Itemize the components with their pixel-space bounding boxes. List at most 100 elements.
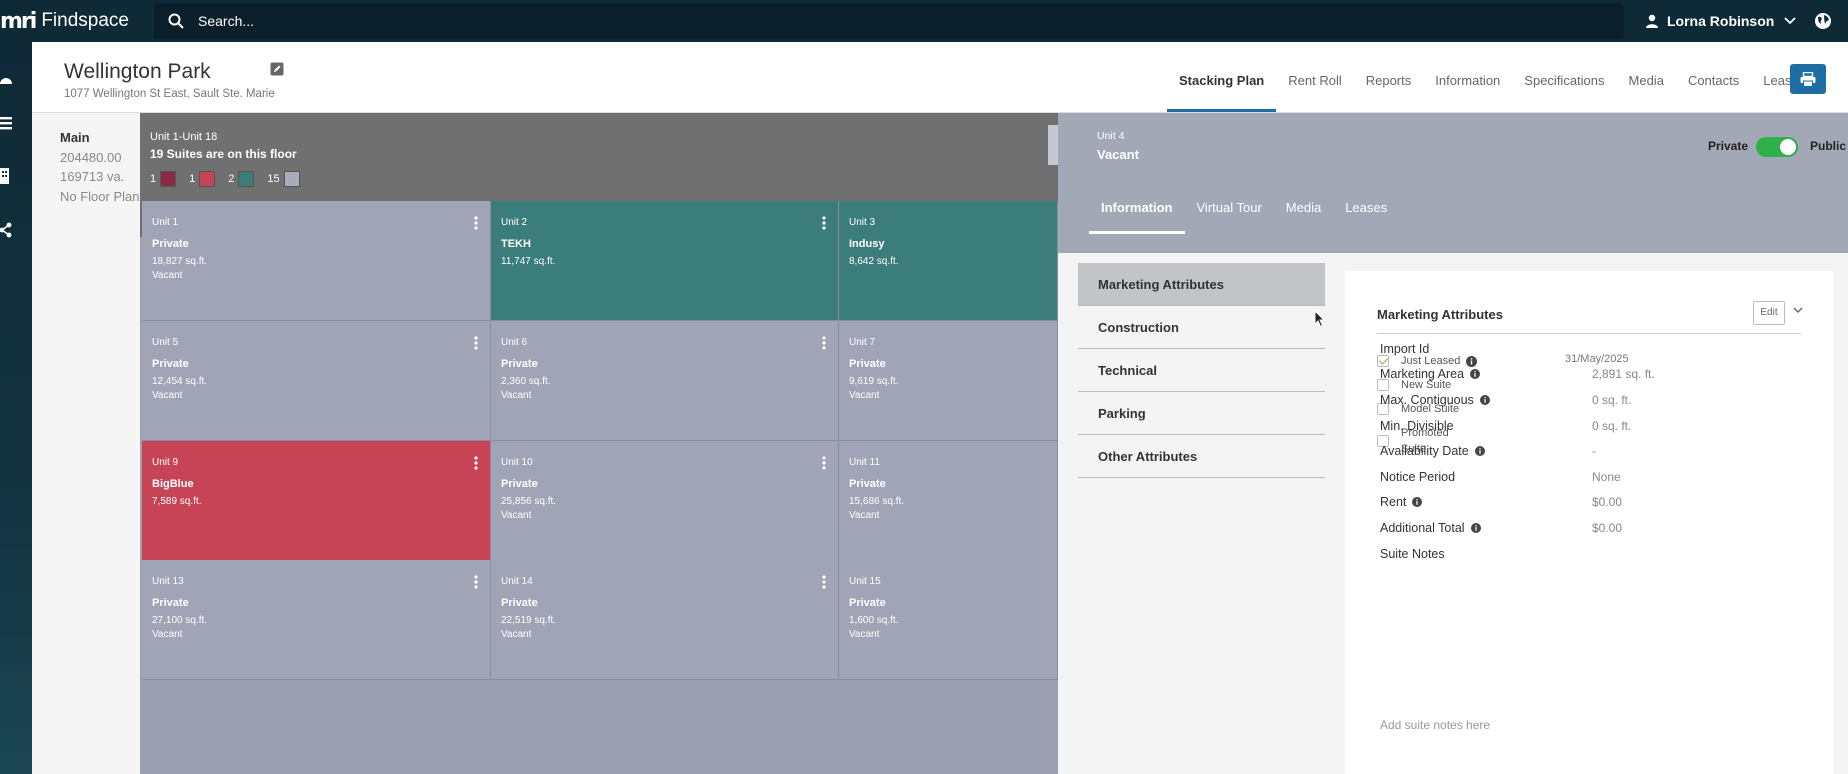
tab-stacking-plan[interactable]: Stacking Plan: [1167, 42, 1277, 112]
search-icon: [168, 13, 184, 29]
unit-number: Unit 9: [152, 457, 179, 468]
share-icon[interactable]: [0, 222, 12, 238]
field-label-row: Min. Divisible: [1380, 419, 1454, 433]
suite-notes-input[interactable]: Add suite notes here: [1380, 718, 1491, 732]
just-leased-label: Just Leased: [1401, 355, 1461, 367]
nav-tabs: Stacking Plan Rent Roll Reports Informat…: [1167, 42, 1817, 112]
unit-tenant: Private: [849, 358, 886, 370]
print-button[interactable]: [1790, 64, 1826, 94]
floor-plan-status: No Floor Plan: [60, 189, 140, 204]
building-icon[interactable]: [0, 168, 10, 184]
floor-info[interactable]: Main 204480.00 169713 va. No Floor Plan: [32, 113, 140, 774]
section-parking[interactable]: Parking: [1078, 392, 1325, 435]
kebab-menu-icon[interactable]: [474, 336, 478, 350]
info-icon[interactable]: [1479, 395, 1490, 405]
model-suite-label: Model Suite: [1401, 403, 1460, 415]
unit-tenant: Private: [152, 238, 189, 250]
unit-status: Vacant: [501, 510, 532, 521]
unit-tile[interactable]: Unit 14 Private 22,519 sq.ft. Vacant: [491, 560, 839, 680]
edit-button[interactable]: Edit: [1753, 301, 1785, 325]
kebab-menu-icon[interactable]: [822, 456, 826, 470]
detail-tab-virtual-tour[interactable]: Virtual Tour: [1196, 200, 1262, 215]
info-icon[interactable]: [1466, 356, 1478, 367]
unit-tile[interactable]: Unit 9 BigBlue 7,589 sq.ft.: [142, 441, 491, 561]
kebab-menu-icon[interactable]: [474, 216, 478, 230]
unit-size: 9,619 sq.ft.: [849, 376, 899, 387]
model-suite-checkbox[interactable]: [1377, 403, 1389, 415]
tab-contacts[interactable]: Contacts: [1687, 73, 1740, 88]
brand[interactable]: mri Findspace: [0, 8, 129, 34]
new-suite-row: New Suite: [1377, 377, 1451, 393]
tab-specifications[interactable]: Specifications: [1524, 73, 1605, 88]
legend-swatch: [238, 171, 255, 187]
field-value: -: [1592, 444, 1596, 458]
search-bar[interactable]: [154, 3, 1624, 39]
field-label-row: Suite Notes: [1380, 547, 1445, 561]
unit-size: 8,642 sq.ft.: [849, 256, 899, 267]
unit-tile[interactable]: Unit 10 Private 25,856 sq.ft. Vacant: [491, 441, 839, 561]
unit-number: Unit 11: [849, 457, 880, 468]
search-input[interactable]: [198, 13, 1578, 29]
unit-tile[interactable]: Unit 1 Private 18,827 sq.ft. Vacant: [142, 201, 491, 321]
unit-status: Vacant: [849, 510, 880, 521]
unit-tile[interactable]: Unit 7 Private 9,619 sq.ft. Vacant: [839, 321, 1058, 441]
field-value: None: [1592, 470, 1621, 484]
unit-tile[interactable]: Unit 5 Private 12,454 sq.ft. Vacant: [142, 321, 491, 441]
edit-icon[interactable]: [270, 62, 284, 76]
field-label: Rent: [1380, 495, 1407, 509]
unit-size: 12,454 sq.ft.: [152, 376, 208, 387]
section-construction[interactable]: Construction: [1078, 306, 1325, 349]
visibility-toggle[interactable]: [1756, 137, 1798, 157]
detail-tab-leases[interactable]: Leases: [1345, 200, 1388, 215]
unit-tile[interactable]: Unit 6 Private 2,360 sq.ft. Vacant: [491, 321, 839, 441]
tab-rent-roll[interactable]: Rent Roll: [1288, 73, 1342, 88]
user-name: Lorna Robinson: [1667, 13, 1775, 29]
field-value: 0 sq. ft.: [1592, 419, 1632, 433]
info-icon[interactable]: [1412, 497, 1423, 507]
unit-status: Vacant: [501, 629, 532, 640]
chevron-down-icon[interactable]: [1793, 307, 1803, 314]
field-label: Min. Divisible: [1380, 419, 1454, 433]
info-icon[interactable]: [1470, 523, 1481, 533]
unit-number: Unit 5: [152, 337, 179, 348]
detail-tab-media[interactable]: Media: [1285, 200, 1322, 215]
just-leased-checkbox[interactable]: [1377, 355, 1389, 367]
field-label-row: Marketing Area: [1380, 367, 1481, 381]
field-label: Max. Contiguous: [1380, 393, 1474, 407]
unit-tile[interactable]: Unit 2 TEKH 11,747 sq.ft.: [491, 201, 839, 321]
tab-information[interactable]: Information: [1435, 73, 1501, 88]
info-icon[interactable]: [1470, 369, 1481, 379]
tab-media[interactable]: Media: [1628, 73, 1664, 88]
kebab-menu-icon[interactable]: [822, 575, 826, 589]
globe-icon[interactable]: [1814, 12, 1832, 30]
menu-icon[interactable]: [0, 116, 12, 130]
detail-unit-number: Unit 4: [1097, 130, 1125, 142]
promoted-suite-checkbox[interactable]: [1377, 435, 1389, 447]
unit-tile[interactable]: Unit 11 Private 15,686 sq.ft. Vacant: [839, 441, 1058, 561]
user-menu[interactable]: Lorna Robinson: [1645, 0, 1796, 42]
kebab-menu-icon[interactable]: [474, 456, 478, 470]
field-value: $0.00: [1592, 521, 1623, 535]
tab-reports[interactable]: Reports: [1365, 73, 1412, 88]
promoted-suite-label: Promoted Suite: [1401, 427, 1449, 455]
detail-tab-information[interactable]: Information: [1089, 192, 1185, 234]
kebab-menu-icon[interactable]: [822, 336, 826, 350]
unit-tile[interactable]: Unit 3 Indusy 8,642 sq.ft.: [839, 201, 1058, 321]
section-technical[interactable]: Technical: [1078, 349, 1325, 392]
unit-tile[interactable]: Unit 15 Private 1,600 sq.ft. Vacant: [839, 560, 1058, 680]
unit-tile[interactable]: Unit 13 Private 27,100 sq.ft. Vacant: [142, 560, 491, 680]
unit-number: Unit 15: [849, 576, 881, 587]
brand-name: Findspace: [41, 10, 129, 31]
section-other-attributes[interactable]: Other Attributes: [1078, 435, 1325, 478]
mouse-cursor-icon: [1314, 310, 1326, 328]
kebab-menu-icon[interactable]: [474, 575, 478, 589]
unit-tenant: Private: [501, 597, 538, 609]
field-label-row: Rent: [1380, 495, 1423, 509]
new-suite-checkbox[interactable]: [1377, 379, 1389, 391]
kebab-menu-icon[interactable]: [822, 216, 826, 230]
brand-logo: mri: [0, 8, 37, 34]
legend-count: 1: [150, 173, 157, 185]
section-marketing-attributes[interactable]: Marketing Attributes: [1078, 263, 1325, 306]
dashboard-icon[interactable]: [0, 72, 12, 86]
info-icon[interactable]: [1474, 446, 1485, 456]
